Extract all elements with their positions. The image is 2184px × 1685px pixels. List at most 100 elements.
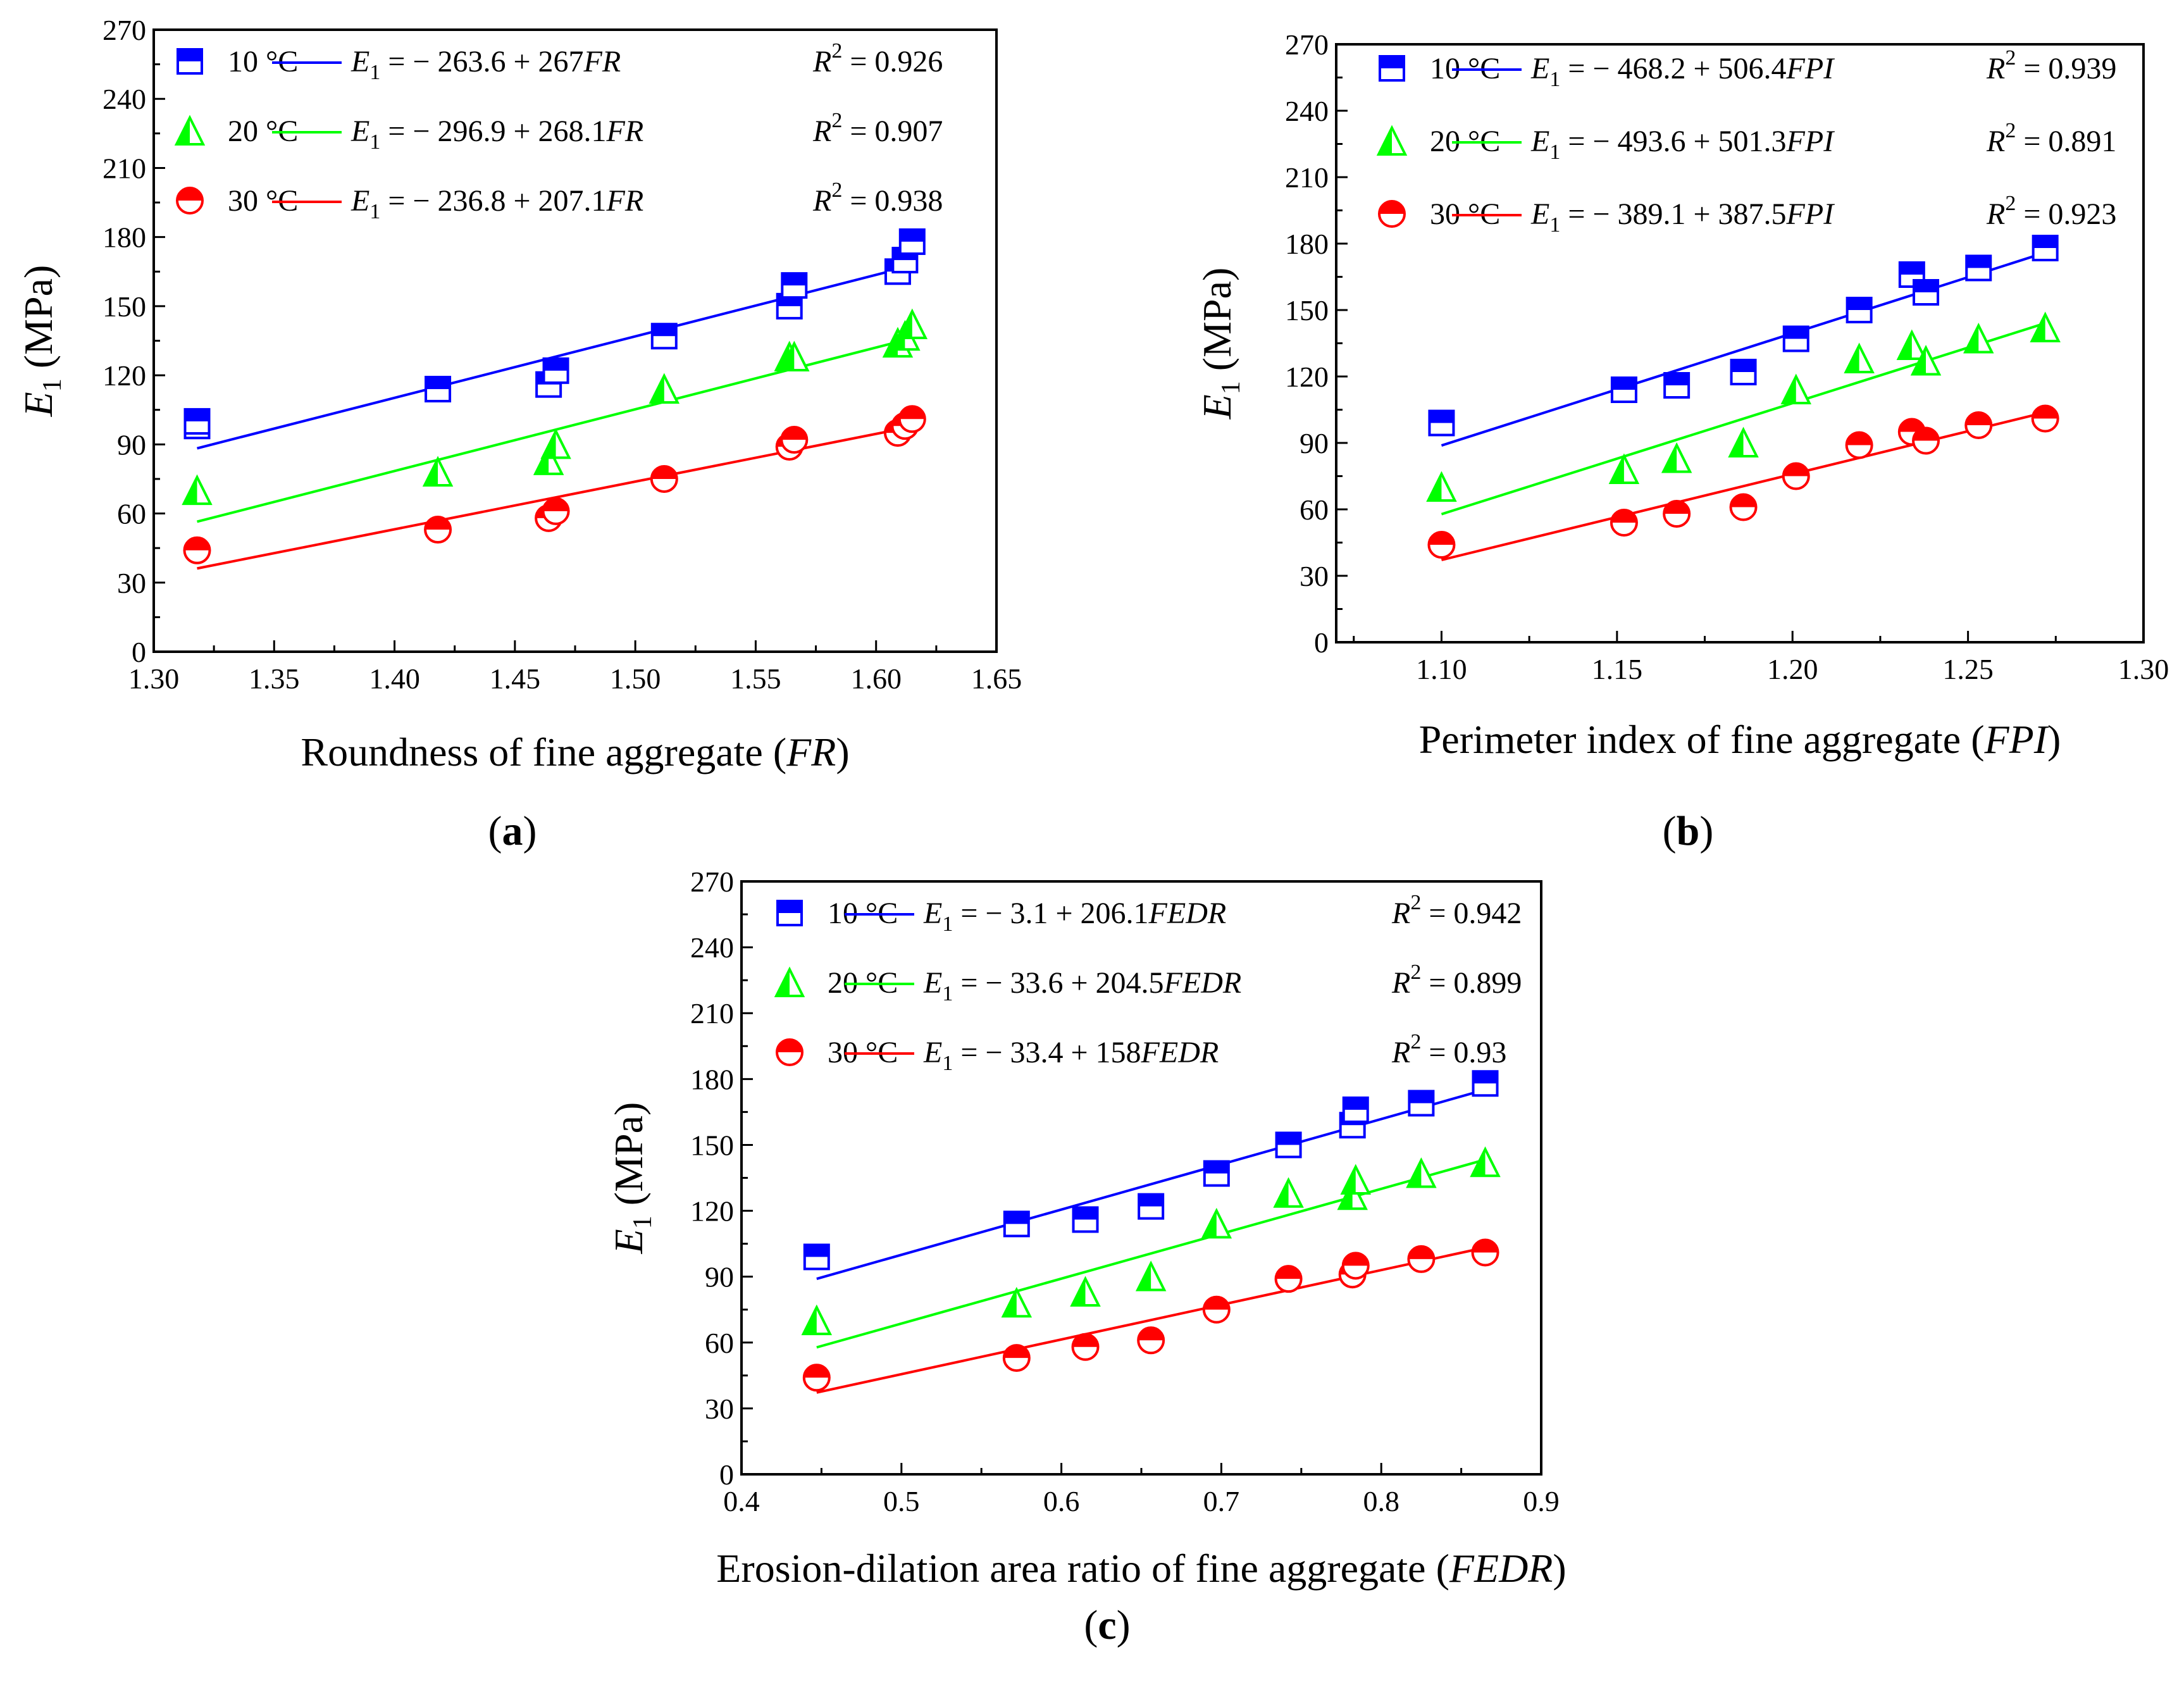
data-point-fill [1275, 1266, 1301, 1279]
data-point-fill [1472, 1240, 1498, 1253]
r2-symbol: R [1986, 125, 2005, 158]
y-axis: 0 30 60 90 120 150 180 210 240 270 [690, 866, 753, 1491]
data-point-fill [1664, 501, 1690, 514]
data-point-fill [1429, 411, 1454, 423]
data-point-fill [900, 229, 924, 242]
equation-sub: 1 [1549, 213, 1560, 237]
panel-label-close: ) [523, 808, 537, 854]
equation-var: FEDR [1141, 1036, 1219, 1069]
equation-lhs: E [1530, 125, 1549, 158]
data-point-fill [1898, 332, 1912, 359]
equation-sub: 1 [369, 130, 380, 154]
x-axis-title-text: Erosion-dilation area ratio of fine aggr… [716, 1546, 1449, 1591]
equation-sub: 1 [942, 912, 953, 936]
r2-sup: 2 [831, 178, 842, 202]
fit-line [816, 1088, 1486, 1280]
chart-panel-a: 0 30 60 90 120 150 180 210 240 270 1.30 1.35 1.40 1.4… [16, 14, 1022, 854]
r2-value: = 0.93 [1421, 1036, 1506, 1069]
legend-marker-fill [1380, 56, 1404, 68]
data-point-fill [1782, 376, 1796, 403]
data-point-fill [1072, 1334, 1098, 1347]
x-tick-label: 1.30 [128, 662, 180, 695]
y-axis: 0 30 60 90 120 150 180 210 240 270 [1285, 28, 1348, 659]
r2-sup: 2 [1410, 1030, 1421, 1054]
legend-marker-fill [177, 118, 190, 144]
data-point-fill [1914, 280, 1939, 292]
x-axis-title-close: ) [836, 730, 849, 774]
data-point-fill [1846, 345, 1859, 372]
chart-panel-b: 0 30 60 90 120 150 180 210 240 270 1.10 1.15 1.20 1.2… [1194, 28, 2169, 854]
y-axis-title: E1 (MPa) [606, 1102, 657, 1255]
legend-equation: E1 = − 296.9 + 268.1FR [351, 115, 643, 154]
legend-r2: R2 = 0.923 [1986, 192, 2116, 231]
y-tick-label: 180 [1285, 228, 1329, 260]
data-point-fill [1138, 1263, 1151, 1290]
y-tick-label: 210 [690, 997, 734, 1029]
panel-label: (a) [488, 808, 537, 854]
r2-value: = 0.942 [1421, 897, 1522, 930]
data-point-fill [1138, 1327, 1164, 1341]
panel-label-open: ( [488, 808, 502, 854]
y-axis-title: E1 (MPa) [1194, 268, 1246, 420]
data-point-fill [1847, 298, 1871, 310]
y-tick-label: 270 [102, 14, 146, 46]
y-tick-label: 60 [117, 498, 146, 530]
x-axis: 1.30 1.35 1.40 1.45 1.50 1.55 1.60 1.65 [128, 640, 1022, 695]
equation-var: FEDR [1148, 897, 1227, 930]
data-point-fill [1473, 1071, 1498, 1084]
equation-var: FPI [1786, 52, 1835, 85]
data-point-fill [1408, 1246, 1434, 1259]
r2-value: = 0.926 [842, 45, 943, 78]
data-point-fill [1966, 413, 1992, 425]
data-point-fill [2032, 406, 2058, 419]
y-tick-label: 270 [1285, 28, 1329, 61]
y-tick-label: 60 [1300, 494, 1329, 526]
data-point-fill [782, 273, 807, 286]
data-point-fill [1663, 445, 1677, 472]
data-point-fill [1730, 494, 1756, 507]
panel-label-close: ) [1699, 808, 1713, 854]
x-axis-title-text: Perimeter index of fine aggregate ( [1419, 717, 1985, 762]
r2-symbol: R [1391, 966, 1410, 1000]
y-axis-title-main: E [16, 392, 61, 417]
r2-value: = 0.939 [2016, 52, 2116, 85]
data-point-fill [899, 406, 925, 420]
fit-line [1441, 251, 2046, 447]
r2-value: = 0.891 [2016, 125, 2116, 158]
fit-line [1441, 411, 2046, 561]
data-point-fill [803, 1365, 829, 1378]
equation-sub: 1 [1549, 68, 1560, 91]
data-point-fill [1731, 360, 1756, 372]
r2-value: = 0.899 [1421, 966, 1522, 1000]
legend-entry: 10 °C E1 = − 3.1 + 206.1FEDR R2 = 0.942 [776, 891, 1522, 936]
x-axis-title-text: Roundness of fine aggregate ( [301, 730, 786, 774]
legend-marker-fill [777, 1040, 802, 1052]
y-tick-label: 0 [132, 636, 146, 668]
equation-lhs: E [1530, 197, 1549, 231]
r2-symbol: R [812, 184, 831, 218]
y-axis-title-unit: (MPa) [1194, 268, 1239, 382]
data-point-fill [1343, 1253, 1368, 1266]
equation-var: FPI [1786, 197, 1835, 231]
series-10c [183, 228, 926, 450]
r2-sup: 2 [831, 39, 842, 63]
legend-r2: R2 = 0.907 [812, 109, 943, 148]
equation-rhs: = − 493.6 + 501.3 [1560, 125, 1786, 158]
x-axis-title-var: FEDR [1449, 1546, 1553, 1591]
legend-r2: R2 = 0.942 [1391, 891, 1522, 930]
r2-symbol: R [1986, 197, 2005, 231]
y-tick-label: 0 [719, 1458, 734, 1491]
legend-equation: E1 = − 468.2 + 506.4FPI [1530, 52, 1835, 91]
legend-marker-fill [776, 969, 790, 996]
panel-label-close: ) [1117, 1602, 1131, 1648]
data-point-fill [1610, 456, 1624, 483]
y-tick-label: 30 [1300, 560, 1329, 592]
legend-marker-fill [778, 901, 802, 913]
equation-var: FR [583, 45, 621, 78]
r2-symbol: R [1391, 897, 1410, 930]
legend-marker-fill [1379, 201, 1405, 214]
series-20c [801, 1146, 1501, 1349]
data-point-fill [1846, 432, 1872, 445]
legend-r2: R2 = 0.899 [1391, 961, 1522, 1000]
